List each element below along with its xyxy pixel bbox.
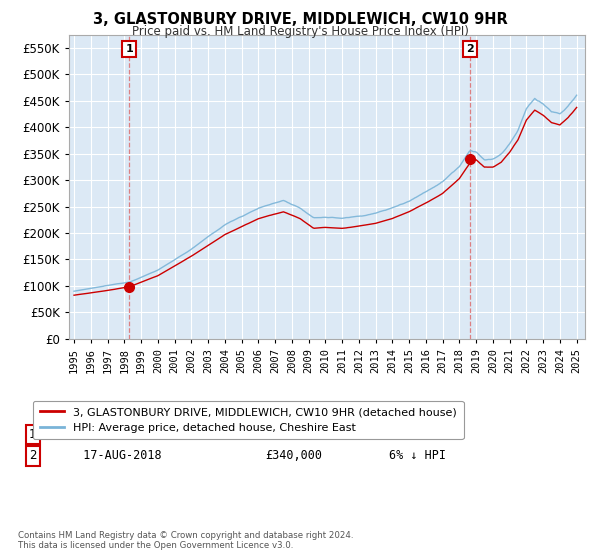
Text: £98,000: £98,000 — [265, 428, 315, 441]
Text: £340,000: £340,000 — [265, 449, 322, 463]
Text: 9% ↓ HPI: 9% ↓ HPI — [389, 428, 446, 441]
Text: 2: 2 — [466, 44, 473, 54]
Text: Contains HM Land Registry data © Crown copyright and database right 2024.
This d: Contains HM Land Registry data © Crown c… — [18, 530, 353, 550]
Text: 3, GLASTONBURY DRIVE, MIDDLEWICH, CW10 9HR: 3, GLASTONBURY DRIVE, MIDDLEWICH, CW10 9… — [92, 12, 508, 27]
Legend: 3, GLASTONBURY DRIVE, MIDDLEWICH, CW10 9HR (detached house), HPI: Average price,: 3, GLASTONBURY DRIVE, MIDDLEWICH, CW10 9… — [33, 400, 464, 440]
Text: 6% ↓ HPI: 6% ↓ HPI — [389, 449, 446, 463]
Text: Price paid vs. HM Land Registry's House Price Index (HPI): Price paid vs. HM Land Registry's House … — [131, 25, 469, 38]
Text: 17-AUG-2018: 17-AUG-2018 — [69, 449, 161, 463]
Text: 2: 2 — [29, 449, 37, 463]
Text: 1: 1 — [29, 428, 37, 441]
Text: 23-APR-1998: 23-APR-1998 — [69, 428, 161, 441]
Text: 1: 1 — [125, 44, 133, 54]
